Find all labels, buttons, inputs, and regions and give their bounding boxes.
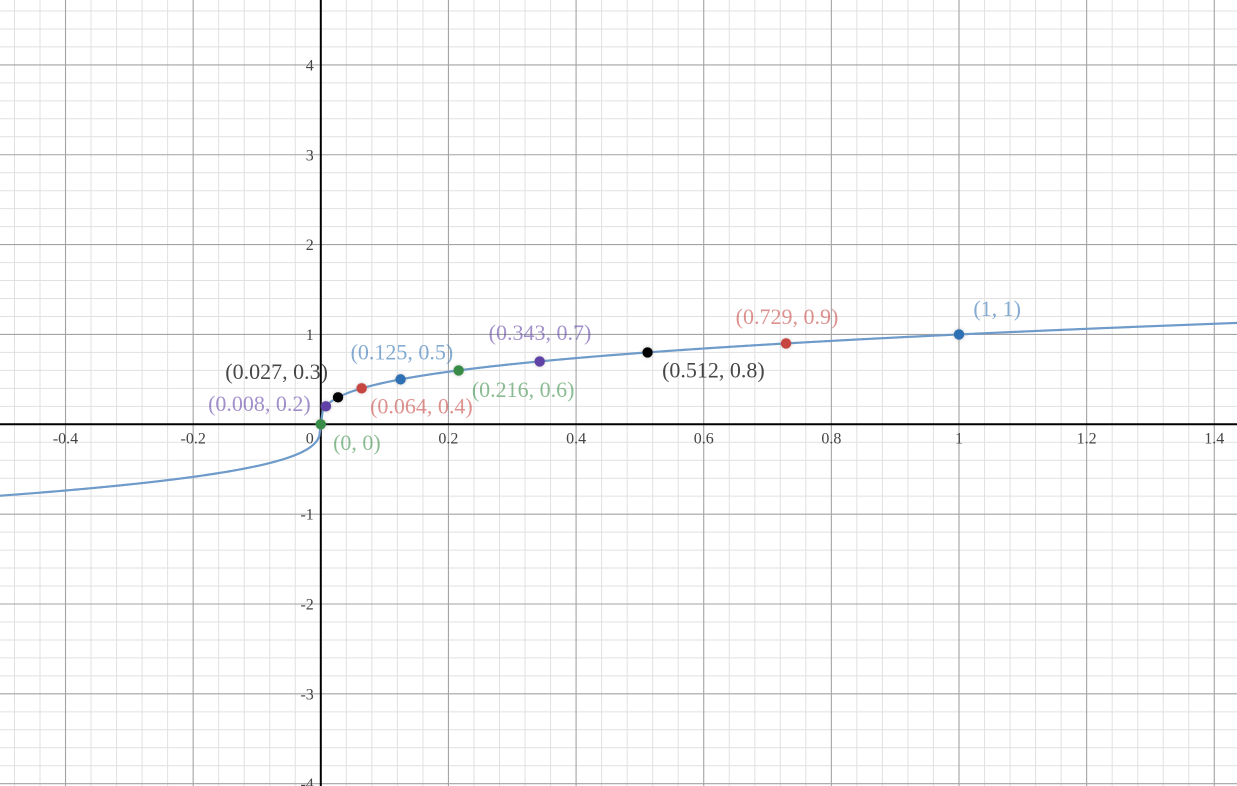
- svg-text:1: 1: [955, 430, 963, 447]
- svg-text:0.6: 0.6: [694, 430, 714, 447]
- svg-text:2: 2: [306, 237, 314, 254]
- svg-text:1.4: 1.4: [1204, 430, 1224, 447]
- svg-text:-4: -4: [300, 776, 313, 786]
- svg-text:(0.027, 0.3): (0.027, 0.3): [225, 359, 328, 384]
- svg-text:(0.512, 0.8): (0.512, 0.8): [662, 358, 765, 383]
- svg-text:1.2: 1.2: [1077, 430, 1097, 447]
- svg-text:-2: -2: [300, 597, 313, 614]
- svg-text:-0.4: -0.4: [53, 430, 78, 447]
- svg-text:3: 3: [306, 147, 314, 164]
- svg-text:(0.729, 0.9): (0.729, 0.9): [736, 304, 839, 329]
- svg-text:-3: -3: [300, 686, 313, 703]
- svg-text:(0.008, 0.2): (0.008, 0.2): [208, 391, 311, 416]
- svg-text:-0.2: -0.2: [181, 430, 206, 447]
- svg-text:(0.343, 0.7): (0.343, 0.7): [489, 320, 592, 345]
- svg-text:(0.216, 0.6): (0.216, 0.6): [472, 377, 575, 402]
- svg-text:0.8: 0.8: [821, 430, 841, 447]
- svg-text:(0, 0): (0, 0): [333, 430, 381, 455]
- svg-text:(0.125, 0.5): (0.125, 0.5): [351, 339, 454, 364]
- svg-text:4: 4: [306, 57, 314, 74]
- svg-text:1: 1: [306, 327, 314, 344]
- svg-text:(0.064, 0.4): (0.064, 0.4): [370, 394, 473, 419]
- svg-text:0.4: 0.4: [566, 430, 586, 447]
- svg-text:(1, 1): (1, 1): [973, 296, 1021, 321]
- svg-text:-1: -1: [300, 507, 313, 524]
- svg-text:0.2: 0.2: [438, 430, 458, 447]
